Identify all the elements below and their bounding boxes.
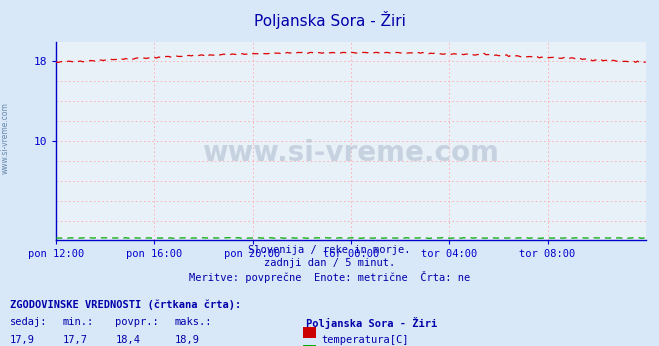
Text: temperatura[C]: temperatura[C] <box>321 335 409 345</box>
Text: Meritve: povprečne  Enote: metrične  Črta: ne: Meritve: povprečne Enote: metrične Črta:… <box>189 271 470 283</box>
Text: Poljanska Sora - Žiri: Poljanska Sora - Žiri <box>254 11 405 29</box>
Text: www.si-vreme.com: www.si-vreme.com <box>202 139 500 167</box>
Text: zadnji dan / 5 minut.: zadnji dan / 5 minut. <box>264 258 395 268</box>
Text: Poljanska Sora - Žiri: Poljanska Sora - Žiri <box>306 317 438 329</box>
Text: povpr.:: povpr.: <box>115 317 159 327</box>
Text: Slovenija / reke in morje.: Slovenija / reke in morje. <box>248 245 411 255</box>
Text: 17,9: 17,9 <box>10 335 35 345</box>
Text: 18,4: 18,4 <box>115 335 140 345</box>
Text: www.si-vreme.com: www.si-vreme.com <box>1 102 10 174</box>
Text: ZGODOVINSKE VREDNOSTI (črtkana črta):: ZGODOVINSKE VREDNOSTI (črtkana črta): <box>10 299 241 310</box>
Text: min.:: min.: <box>63 317 94 327</box>
Text: 18,9: 18,9 <box>175 335 200 345</box>
Text: 17,7: 17,7 <box>63 335 88 345</box>
Text: sedaj:: sedaj: <box>10 317 47 327</box>
Text: maks.:: maks.: <box>175 317 212 327</box>
